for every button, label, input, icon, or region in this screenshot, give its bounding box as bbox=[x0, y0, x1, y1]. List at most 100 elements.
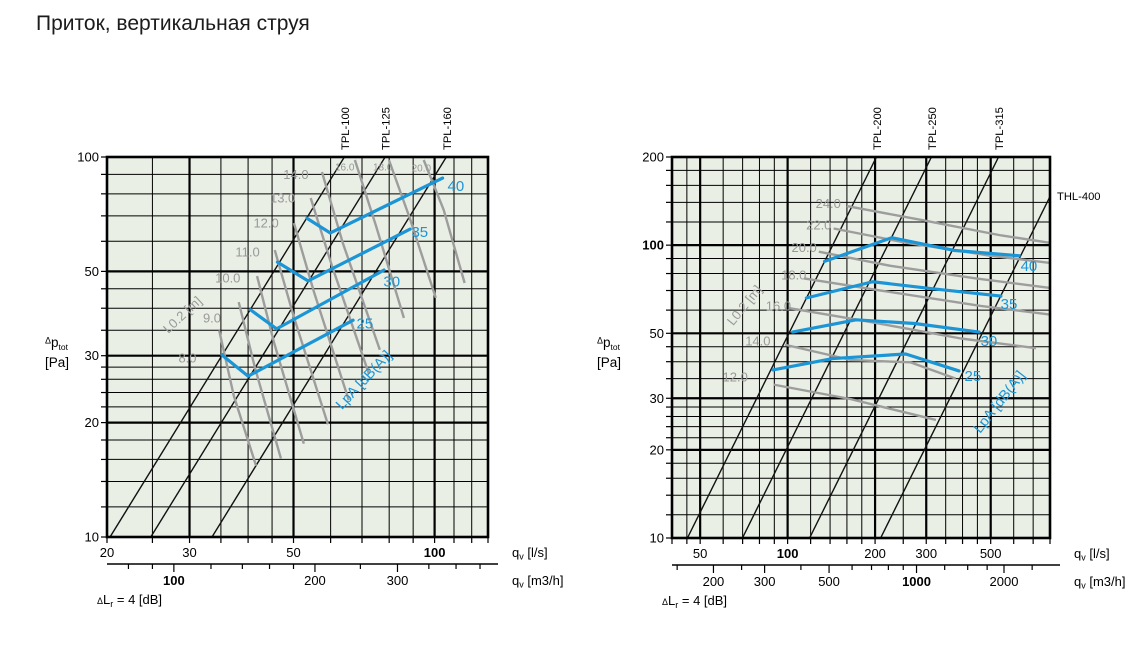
y-axis-label: Δptot bbox=[597, 335, 621, 352]
throw-curve bbox=[846, 204, 1050, 244]
noise-curve-label: 40 bbox=[1021, 258, 1038, 275]
fan-line bbox=[150, 157, 386, 537]
x2-axis-unit-label: qv [m3/h] bbox=[512, 573, 563, 590]
throw-curve-label: 13.0 bbox=[270, 191, 295, 206]
noise-curve-label: 25 bbox=[964, 368, 981, 385]
footnote: ΔLr = 4 [dB] bbox=[662, 593, 727, 610]
throw-curve-label: 22.0 bbox=[806, 218, 831, 233]
noise-curve bbox=[771, 352, 961, 373]
plot-border bbox=[105, 155, 490, 539]
x-tick-label: 50 bbox=[693, 546, 707, 561]
y-tick-label: 50 bbox=[85, 264, 99, 279]
plot-area bbox=[107, 157, 488, 537]
throw-curve bbox=[788, 306, 1037, 350]
noise-curve-label: 40 bbox=[447, 178, 464, 195]
y-axis-unit-label: [Pa] bbox=[597, 355, 621, 370]
x-axis-unit-label: qv [l/s] bbox=[1074, 546, 1110, 563]
noise-curve-label: 35 bbox=[411, 224, 428, 241]
throw-curve-label: 16.0 bbox=[335, 162, 355, 173]
x-tick-label: 300 bbox=[915, 546, 937, 561]
noise-curve-label: 30 bbox=[383, 274, 400, 291]
throw-curve-label: 18.0 bbox=[781, 268, 806, 283]
throw-curve-label: 24.0 bbox=[816, 196, 841, 211]
throw-curve bbox=[273, 249, 330, 425]
x2-tick-label: 1000 bbox=[902, 574, 931, 589]
x2-tick-label: 500 bbox=[818, 574, 840, 589]
throw-curve bbox=[803, 277, 1050, 316]
y-axis-label: Δptot bbox=[45, 335, 69, 352]
y-tick-label: 10 bbox=[85, 530, 99, 545]
noise-curve bbox=[275, 227, 412, 283]
y-tick-label: 50 bbox=[650, 326, 664, 341]
fan-line bbox=[741, 157, 933, 538]
y-tick-label: 200 bbox=[642, 150, 664, 165]
fan-line-label: TPL-315 bbox=[994, 107, 1006, 150]
y-tick-label: 100 bbox=[642, 238, 664, 253]
x2-tick-label: 300 bbox=[754, 574, 776, 589]
fan-line-label: TPL-100 bbox=[340, 107, 352, 150]
footnote: ΔLr = 4 [dB] bbox=[97, 592, 162, 609]
throw-curve-label: 20.0 bbox=[412, 164, 432, 175]
right-chart: 50 100 200 300 500 10 20 30 50 100 200 200 300 500 100… bbox=[597, 107, 1125, 610]
plot-border bbox=[670, 155, 1052, 540]
y-tick-label: 30 bbox=[85, 348, 99, 363]
x-tick-label: 30 bbox=[182, 545, 196, 560]
noise-curve bbox=[804, 280, 1003, 300]
x-tick-label: 200 bbox=[864, 546, 886, 561]
y-tick-label: 10 bbox=[650, 531, 664, 546]
throw-curve-label: 12.0 bbox=[723, 369, 748, 384]
throw-curve-label: 11.0 bbox=[235, 245, 259, 260]
noise-curve bbox=[220, 318, 355, 378]
y-tick-label: 20 bbox=[650, 442, 664, 457]
throw-curve-label: 8.0 bbox=[178, 350, 196, 365]
throw-curve bbox=[773, 383, 937, 422]
fan-line bbox=[109, 157, 345, 537]
noise-curve bbox=[249, 268, 386, 331]
x-axis-unit-label: qv [l/s] bbox=[512, 545, 548, 562]
y-tick-label: 100 bbox=[77, 150, 99, 165]
y-tick-label: 20 bbox=[85, 415, 99, 430]
throw-curve bbox=[422, 159, 466, 284]
throw-curve bbox=[784, 343, 957, 380]
x2-tick-label: 2000 bbox=[990, 574, 1019, 589]
throw-curve bbox=[353, 159, 406, 319]
x-tick-label: 20 bbox=[100, 545, 114, 560]
fan-line-label: TPL-160 bbox=[442, 107, 454, 150]
fan-line-label: TPL-250 bbox=[927, 107, 939, 150]
y-tick-label: 30 bbox=[650, 391, 664, 406]
throw-curve bbox=[309, 197, 370, 375]
throw-curve bbox=[320, 171, 381, 351]
page-title: Приток, вертикальная струя bbox=[36, 12, 310, 35]
x2-axis-unit-label: qv [m3/h] bbox=[1074, 574, 1125, 591]
x2-tick-label: 200 bbox=[703, 574, 725, 589]
x-tick-label: 500 bbox=[980, 546, 1002, 561]
x-tick-label: 100 bbox=[777, 546, 799, 561]
fan-line bbox=[808, 157, 1000, 538]
x-tick-label: 100 bbox=[424, 545, 446, 560]
throw-curve-label: 18.0 bbox=[373, 162, 393, 173]
throw-curve-label: 14.0 bbox=[745, 334, 770, 349]
noise-curve bbox=[822, 236, 1021, 264]
x-tick-label: 50 bbox=[286, 545, 300, 560]
throw-curve-label: 12.0 bbox=[253, 216, 278, 231]
fan-line-label: TPL-125 bbox=[381, 107, 393, 150]
throw-curve-label: 10.0 bbox=[215, 271, 240, 286]
noise-curve-label: 35 bbox=[1001, 296, 1018, 313]
throw-curve bbox=[292, 222, 350, 401]
fan-line bbox=[880, 195, 1050, 538]
noise-curve bbox=[305, 176, 445, 235]
throw-curve-label: 9.0 bbox=[203, 310, 221, 325]
throw-curve bbox=[217, 329, 258, 467]
x2-tick-label: 200 bbox=[304, 573, 326, 588]
fan-line-label: TPL-200 bbox=[872, 107, 884, 150]
throw-curve bbox=[237, 301, 283, 459]
fan-line bbox=[686, 157, 878, 538]
y-axis-unit-label: [Pa] bbox=[45, 355, 69, 370]
noise-curve-label: 30 bbox=[981, 333, 998, 350]
throw-curve bbox=[387, 159, 437, 299]
throw-curve-label: 20.0 bbox=[791, 240, 816, 255]
throw-curve-label: 16.0 bbox=[766, 298, 791, 313]
